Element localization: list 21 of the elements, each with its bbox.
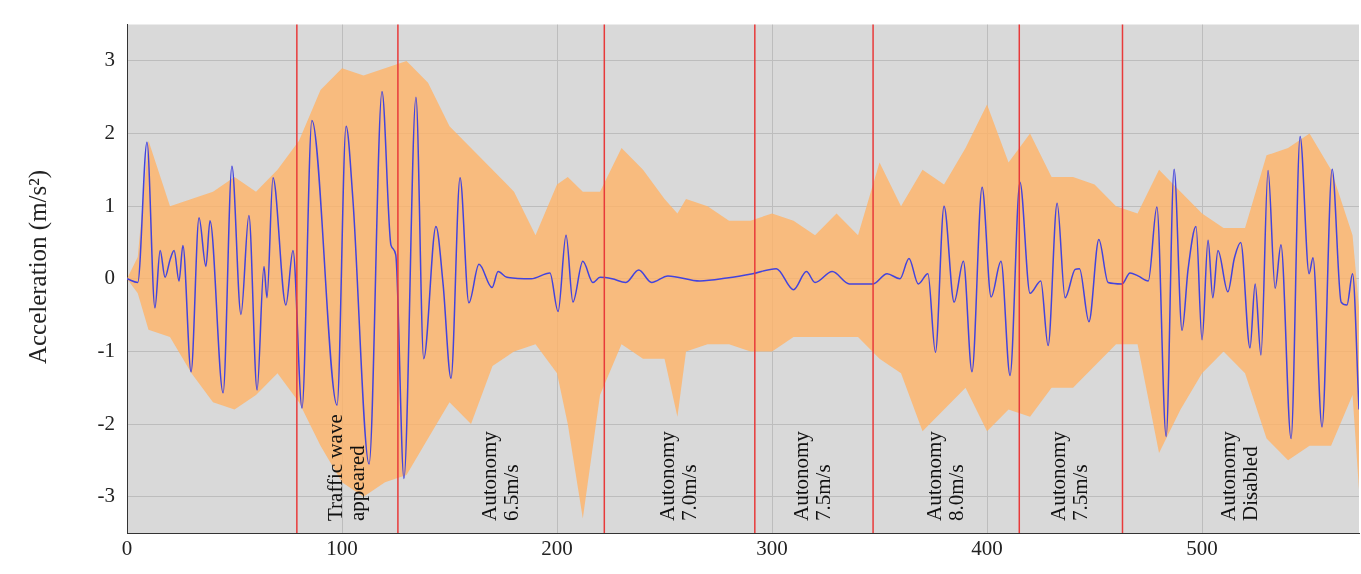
y-axis-title: Acceleration (m/s²) — [24, 169, 52, 364]
x-tick-label: 0 — [121, 536, 133, 561]
annotation: Traffic wave appeared — [322, 414, 369, 521]
y-tick-label: 0 — [104, 265, 115, 290]
y-tick-label: 1 — [104, 192, 115, 217]
x-tick-label: 400 — [971, 536, 1003, 561]
annotation: Autonomy 7.5m/s — [1046, 430, 1093, 521]
annotation: Autonomy 6.5m/s — [476, 430, 523, 521]
annotation: Autonomy Disabled — [1216, 430, 1263, 521]
y-tick-label: -1 — [97, 337, 115, 362]
y-tick-label: -2 — [97, 410, 115, 435]
annotation: Autonomy 8.0m/s — [921, 430, 968, 521]
x-tick-label: 300 — [756, 536, 788, 561]
annotation: Autonomy 7.0m/s — [655, 430, 702, 521]
y-tick-label: 3 — [104, 47, 115, 72]
x-tick-label: 500 — [1186, 536, 1218, 561]
annotation: Autonomy 7.5m/s — [789, 430, 836, 521]
y-tick-label: 2 — [104, 120, 115, 145]
y-tick-label: -3 — [97, 483, 115, 508]
x-tick-label: 200 — [541, 536, 573, 561]
x-tick-label: 100 — [326, 536, 358, 561]
